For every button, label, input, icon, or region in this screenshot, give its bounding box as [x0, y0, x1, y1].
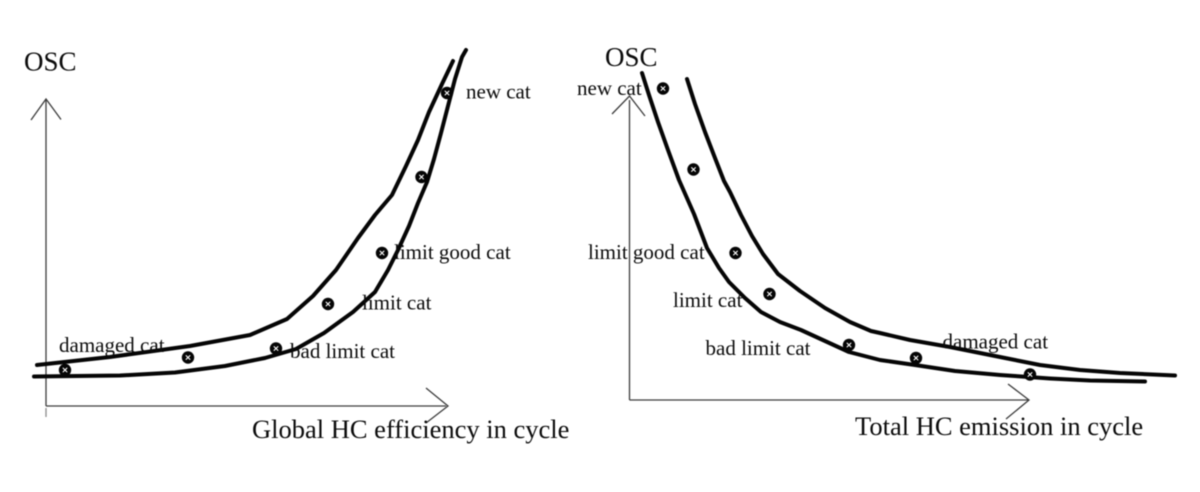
svg-text:Total HC emission in cycle: Total HC emission in cycle	[855, 411, 1143, 441]
svg-text:bad limit cat: bad limit cat	[706, 336, 811, 360]
svg-text:bad limit cat: bad limit cat	[290, 339, 395, 363]
svg-text:OSC: OSC	[605, 42, 658, 72]
svg-text:damaged cat: damaged cat	[943, 330, 1049, 354]
svg-text:limit cat: limit cat	[362, 291, 432, 315]
svg-text:limit good cat: limit good cat	[394, 240, 511, 264]
svg-text:limit good cat: limit good cat	[588, 240, 705, 264]
svg-text:damaged cat: damaged cat	[59, 333, 165, 357]
svg-text:OSC: OSC	[24, 47, 77, 77]
svg-text:new cat: new cat	[577, 76, 642, 100]
svg-text:limit cat: limit cat	[673, 288, 743, 312]
svg-text:new cat: new cat	[466, 80, 531, 104]
svg-text:Global HC efficiency in cycle: Global HC efficiency in cycle	[252, 414, 569, 444]
